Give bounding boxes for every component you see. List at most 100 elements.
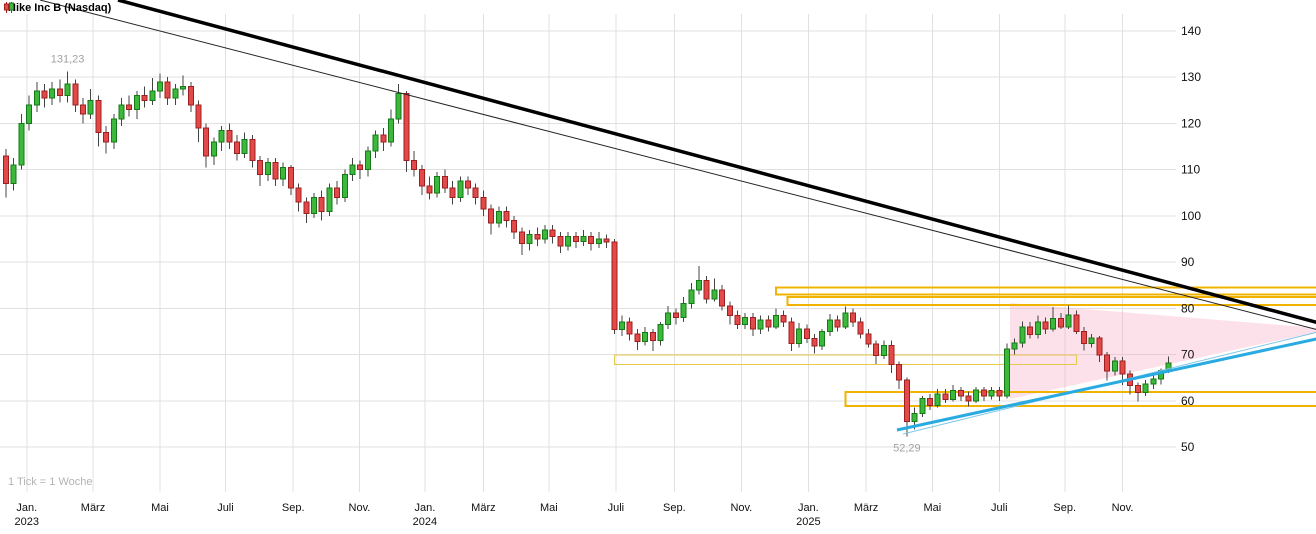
candle [488, 208, 495, 224]
candle [364, 150, 371, 171]
candle [1042, 321, 1049, 330]
candle [1011, 342, 1018, 350]
candle [611, 241, 618, 331]
candle [1081, 330, 1087, 344]
x-axis-label: Nov. [349, 502, 371, 514]
candle [1034, 321, 1041, 336]
candle [965, 395, 972, 402]
candle [973, 389, 980, 402]
candle [927, 397, 933, 406]
x-axis-label: März [81, 502, 105, 514]
candle [372, 134, 379, 152]
downtrend-line-thin [39, 0, 1316, 330]
y-axis-labels: 140 130 120 110 100 90 80 70 60 50 [1181, 24, 1201, 454]
candle [1142, 383, 1149, 393]
y-axis-label: 100 [1181, 209, 1201, 223]
candle [950, 390, 957, 400]
candle [603, 238, 610, 243]
candle [865, 333, 872, 345]
candle [441, 176, 448, 189]
low-price-label: 52,29 [893, 442, 921, 454]
tick-interval-note: 1 Tick = 1 Woche [8, 476, 93, 488]
candle [903, 379, 910, 423]
x-axis-label: Juli [217, 502, 234, 514]
candle [272, 162, 279, 180]
trendlines [39, 0, 1316, 435]
candle [1134, 385, 1141, 393]
candle [495, 210, 502, 224]
candle [64, 83, 71, 97]
candle [264, 162, 271, 175]
candle [318, 196, 325, 212]
candle [857, 321, 864, 335]
candle [826, 319, 833, 332]
candle [210, 141, 217, 157]
candle [657, 324, 664, 342]
candle [911, 412, 918, 423]
candle [988, 390, 995, 397]
candle [649, 331, 656, 342]
candle [819, 330, 826, 347]
candle [549, 229, 556, 238]
x-axis-label: Mai [151, 502, 169, 514]
candle [1050, 318, 1057, 330]
candle [157, 81, 163, 92]
candle [465, 180, 471, 189]
x-axis-label: Nov. [1112, 502, 1134, 514]
candle [72, 83, 79, 106]
candle [180, 85, 187, 90]
candle [287, 166, 294, 189]
candle [765, 319, 772, 328]
downtrend-line-thick [117, 0, 1316, 325]
candle [842, 312, 849, 328]
y-axis-label: 120 [1181, 116, 1201, 130]
candle [542, 229, 548, 240]
candle [1004, 348, 1010, 397]
candle [634, 333, 641, 343]
x-axis-year-label: 2023 [15, 516, 39, 528]
candle [241, 139, 248, 154]
y-axis-label: 140 [1181, 24, 1201, 38]
candle [26, 104, 33, 124]
candle [226, 129, 233, 143]
x-axis-year-label: 2024 [413, 516, 437, 528]
x-axis-label: Mai [923, 502, 941, 514]
candle [10, 164, 17, 185]
y-axis-label: 70 [1181, 348, 1195, 362]
x-axis-label: Juli [991, 502, 1008, 514]
candle [688, 289, 695, 305]
candle [449, 187, 456, 198]
candle [957, 390, 964, 397]
candle [349, 164, 356, 175]
candle [218, 129, 225, 143]
candle [726, 305, 733, 316]
gridlines [0, 14, 1176, 492]
candle [164, 81, 171, 99]
candle [295, 187, 302, 203]
candle [811, 337, 818, 347]
candle [526, 233, 533, 245]
candle [580, 236, 587, 242]
candle [680, 303, 687, 319]
candle [457, 180, 464, 198]
candle [1104, 354, 1111, 372]
y-axis-label: 90 [1181, 255, 1195, 269]
candle [141, 95, 148, 101]
candle [126, 104, 133, 111]
candle [303, 201, 310, 215]
high-price-label: 131,23 [51, 54, 85, 66]
y-axis-label: 130 [1181, 70, 1201, 84]
candle [734, 314, 741, 326]
candle [742, 317, 749, 326]
candle [434, 176, 441, 194]
candle [133, 95, 140, 111]
candle [780, 314, 787, 323]
candle [696, 280, 702, 291]
candle [49, 88, 56, 99]
candle [1119, 360, 1126, 375]
candle [480, 196, 487, 210]
candle [41, 90, 48, 99]
candle [80, 104, 86, 115]
candle [796, 328, 803, 344]
